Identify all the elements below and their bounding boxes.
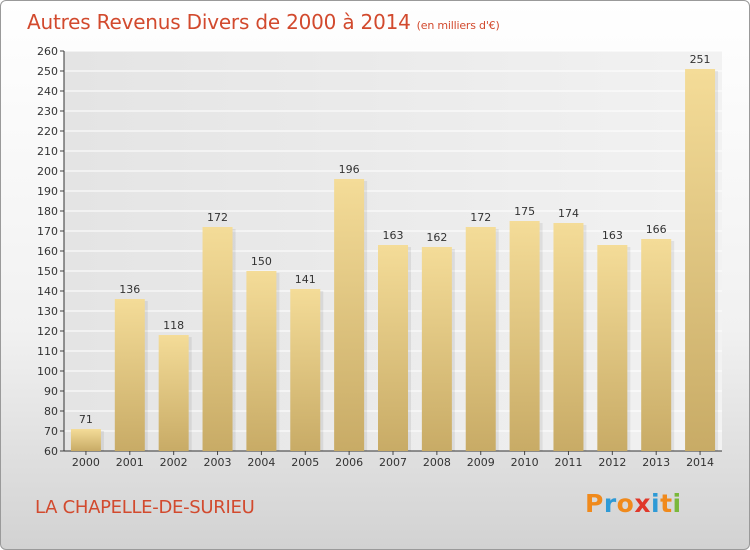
bar-value-label: 136 bbox=[119, 283, 140, 296]
y-tick-label: 190 bbox=[37, 185, 58, 198]
x-tick-label: 2010 bbox=[511, 456, 539, 469]
y-tick-label: 230 bbox=[37, 105, 58, 118]
x-tick-label: 2006 bbox=[335, 456, 363, 469]
place-name: LA CHAPELLE-DE-SURIEU bbox=[35, 497, 255, 518]
bar-value-label: 166 bbox=[646, 223, 667, 236]
y-tick-label: 250 bbox=[37, 65, 58, 78]
bar-value-label: 163 bbox=[602, 229, 623, 242]
bar-value-label: 162 bbox=[426, 231, 447, 244]
y-tick-label: 210 bbox=[37, 145, 58, 158]
bar-value-label: 175 bbox=[514, 205, 535, 218]
bar-value-label: 196 bbox=[339, 163, 360, 176]
y-tick-label: 160 bbox=[37, 245, 58, 258]
bar bbox=[641, 239, 672, 451]
x-tick-label: 2007 bbox=[379, 456, 407, 469]
bar bbox=[685, 69, 716, 451]
bar-value-label: 163 bbox=[383, 229, 404, 242]
x-tick-label: 2003 bbox=[204, 456, 232, 469]
x-tick-label: 2005 bbox=[291, 456, 319, 469]
x-tick-label: 2014 bbox=[686, 456, 714, 469]
y-tick-label: 90 bbox=[44, 385, 58, 398]
y-tick-label: 130 bbox=[37, 305, 58, 318]
bar bbox=[158, 335, 189, 451]
bar bbox=[246, 271, 277, 451]
logo-letter: x bbox=[634, 489, 651, 518]
bar-value-label: 141 bbox=[295, 273, 316, 286]
y-tick-label: 170 bbox=[37, 225, 58, 238]
x-tick-label: 2000 bbox=[72, 456, 100, 469]
y-tick-label: 260 bbox=[37, 45, 58, 58]
y-tick-label: 200 bbox=[37, 165, 58, 178]
y-tick-label: 240 bbox=[37, 85, 58, 98]
y-tick-label: 120 bbox=[37, 325, 58, 338]
x-tick-label: 2002 bbox=[160, 456, 188, 469]
bar bbox=[509, 221, 540, 451]
bar bbox=[70, 429, 101, 451]
x-tick-label: 2009 bbox=[467, 456, 495, 469]
bar bbox=[290, 289, 321, 451]
logo-letter: i bbox=[651, 489, 661, 518]
logo-letter: P bbox=[585, 489, 604, 518]
bar bbox=[465, 227, 496, 451]
bar-value-label: 118 bbox=[163, 319, 184, 332]
proxiti-logo: Proxiti bbox=[585, 489, 682, 518]
bar bbox=[114, 299, 145, 451]
unit-label: (en milliers d'€) bbox=[416, 19, 500, 32]
y-tick-label: 150 bbox=[37, 265, 58, 278]
x-tick-label: 2001 bbox=[116, 456, 144, 469]
y-tick-label: 80 bbox=[44, 405, 58, 418]
bar-value-label: 251 bbox=[690, 53, 711, 66]
logo-letter: i bbox=[672, 489, 682, 518]
bar-value-label: 174 bbox=[558, 207, 579, 220]
logo-letter: r bbox=[603, 489, 617, 518]
y-tick-label: 220 bbox=[37, 125, 58, 138]
bar-value-label: 71 bbox=[79, 413, 93, 426]
x-tick-label: 2004 bbox=[247, 456, 275, 469]
bar bbox=[421, 247, 452, 451]
bar bbox=[597, 245, 628, 451]
bar-value-label: 172 bbox=[207, 211, 228, 224]
y-tick-label: 100 bbox=[37, 365, 58, 378]
x-tick-label: 2011 bbox=[554, 456, 582, 469]
bar bbox=[334, 179, 365, 451]
title-text: Autres Revenus Divers de 2000 à 2014 bbox=[27, 10, 411, 34]
y-tick-label: 140 bbox=[37, 285, 58, 298]
bar-value-label: 150 bbox=[251, 255, 272, 268]
y-tick-label: 60 bbox=[44, 445, 58, 458]
logo-letter: t bbox=[660, 489, 673, 518]
bar bbox=[553, 223, 584, 451]
bar-value-label: 172 bbox=[470, 211, 491, 224]
bar bbox=[378, 245, 408, 451]
x-tick-label: 2012 bbox=[598, 456, 626, 469]
y-tick-label: 180 bbox=[37, 205, 58, 218]
x-tick-label: 2008 bbox=[423, 456, 451, 469]
x-tick-label: 2013 bbox=[642, 456, 670, 469]
bar bbox=[202, 227, 233, 451]
chart-title: Autres Revenus Divers de 2000 à 2014 (en … bbox=[27, 10, 500, 34]
logo-letter: o bbox=[616, 489, 635, 518]
y-tick-label: 110 bbox=[37, 345, 58, 358]
y-tick-label: 70 bbox=[44, 425, 58, 438]
